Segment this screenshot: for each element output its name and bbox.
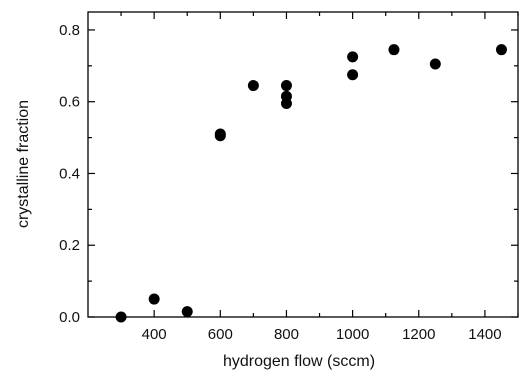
data-point xyxy=(388,44,400,56)
data-point xyxy=(429,58,441,70)
data-point xyxy=(115,311,127,323)
x-tick-label: 1000 xyxy=(336,326,369,343)
y-tick-label: 0.8 xyxy=(59,22,80,39)
x-axis-title: hydrogen flow (sccm) xyxy=(223,353,375,370)
y-tick-label: 0.2 xyxy=(59,237,80,254)
data-point xyxy=(247,80,259,92)
y-axis-title: crystalline fraction xyxy=(15,100,32,228)
x-tick-label: 800 xyxy=(274,326,299,343)
data-points xyxy=(115,44,507,323)
y-tick-label: 0.4 xyxy=(59,165,80,182)
data-point xyxy=(181,306,193,318)
y-tick-label: 0.6 xyxy=(59,94,80,111)
x-tick-label: 1400 xyxy=(468,326,501,343)
x-tick-label: 600 xyxy=(208,326,233,343)
y-tick-label: 0.0 xyxy=(59,309,80,326)
x-axis-ticks: 400 600 800 1000 1200 1400 xyxy=(120,12,519,343)
data-point xyxy=(495,44,507,56)
plot-frame xyxy=(87,11,519,318)
y-axis-ticks: 0.0 0.2 0.4 0.6 0.8 xyxy=(59,22,518,326)
data-point xyxy=(148,293,160,305)
data-point xyxy=(280,98,292,109)
data-point xyxy=(347,51,359,63)
x-tick-label: 1200 xyxy=(402,326,435,343)
data-point xyxy=(347,69,359,81)
data-point xyxy=(214,130,226,142)
x-tick-label: 400 xyxy=(142,326,167,343)
data-point xyxy=(280,80,292,92)
